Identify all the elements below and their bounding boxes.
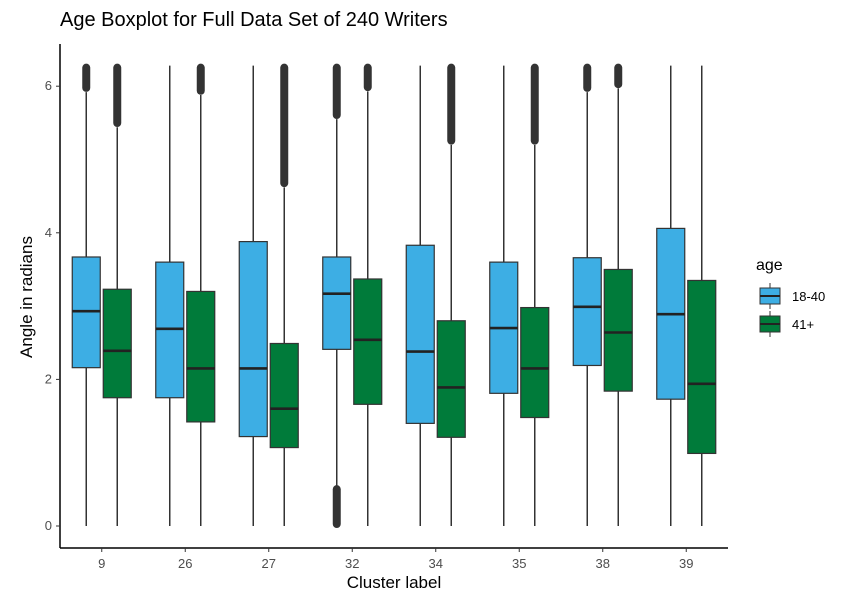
boxplot-group	[489, 65, 519, 526]
box-iqr	[603, 268, 633, 392]
boxplot-group	[322, 63, 352, 528]
outlier-points	[363, 63, 372, 92]
outlier-points	[196, 63, 205, 95]
x-axis-title: Cluster label	[347, 573, 442, 592]
box-iqr	[436, 320, 466, 438]
legend-label: 18-40	[792, 289, 825, 304]
outlier-points	[82, 63, 91, 92]
x-axis-ticks: 9 26 27 32 34 35 38 39	[98, 548, 693, 571]
boxplot-group	[353, 63, 383, 526]
y-tick-label: 0	[45, 518, 52, 533]
x-tick-label: 35	[512, 556, 526, 571]
box-iqr	[269, 342, 299, 449]
chart-title: Age Boxplot for Full Data Set of 240 Wri…	[60, 9, 448, 31]
boxplot-group	[405, 65, 435, 526]
outlier-points	[583, 63, 592, 92]
legend-label: 41+	[792, 317, 814, 332]
x-tick-label: 9	[98, 556, 105, 571]
outlier-points	[280, 63, 289, 188]
x-tick-label: 39	[679, 556, 693, 571]
box-iqr	[322, 256, 352, 350]
box-iqr	[405, 244, 435, 424]
legend-title: age	[756, 257, 783, 274]
outlier-points	[447, 63, 456, 145]
x-tick-label: 38	[596, 556, 610, 571]
boxplot-group	[238, 65, 268, 526]
legend: age 18-40 41+	[756, 257, 825, 337]
outlier-points	[332, 485, 341, 528]
box-iqr	[572, 257, 602, 367]
x-tick-label: 34	[429, 556, 443, 571]
box-iqr	[186, 290, 216, 423]
boxplot-group	[656, 65, 686, 526]
box-iqr	[687, 279, 717, 455]
box-iqr	[520, 306, 550, 419]
legend-item: 41+	[759, 311, 814, 337]
boxplot-group	[603, 63, 633, 526]
boxplot-group	[71, 63, 101, 526]
y-axis-title: Angle in radians	[17, 236, 36, 358]
legend-item: 18-40	[759, 283, 825, 309]
outlier-points	[113, 63, 122, 128]
x-tick-label: 27	[262, 556, 276, 571]
boxplot-group	[269, 63, 299, 526]
y-tick-label: 2	[45, 371, 52, 386]
boxplot-group	[520, 63, 550, 526]
boxplot-group	[102, 63, 132, 526]
y-tick-label: 4	[45, 225, 52, 240]
x-tick-label: 26	[178, 556, 192, 571]
box-iqr	[353, 278, 383, 405]
boxplot-group	[186, 63, 216, 526]
boxplot-group	[687, 65, 717, 526]
box-iqr	[102, 288, 132, 399]
legend-items: 18-40 41+	[759, 283, 825, 337]
outlier-points	[332, 63, 341, 119]
boxplot-group	[572, 63, 602, 526]
outlier-points	[614, 63, 623, 89]
plot-area	[71, 63, 717, 528]
box-iqr	[238, 240, 268, 438]
y-tick-label: 6	[45, 78, 52, 93]
x-tick-label: 32	[345, 556, 359, 571]
boxplot-group	[155, 65, 185, 526]
outlier-points	[530, 63, 539, 145]
y-axis-ticks: 0 2 4 6	[45, 78, 60, 533]
boxplot-group	[436, 63, 466, 526]
